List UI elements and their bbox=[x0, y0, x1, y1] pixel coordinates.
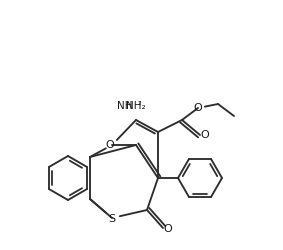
Text: NH₂: NH₂ bbox=[126, 101, 146, 111]
Text: O: O bbox=[164, 224, 172, 234]
Text: NH: NH bbox=[117, 101, 132, 111]
Text: O: O bbox=[201, 130, 209, 140]
Text: S: S bbox=[108, 214, 115, 224]
Text: O: O bbox=[194, 103, 202, 113]
Text: O: O bbox=[106, 140, 114, 150]
Text: $_2$: $_2$ bbox=[137, 100, 143, 108]
